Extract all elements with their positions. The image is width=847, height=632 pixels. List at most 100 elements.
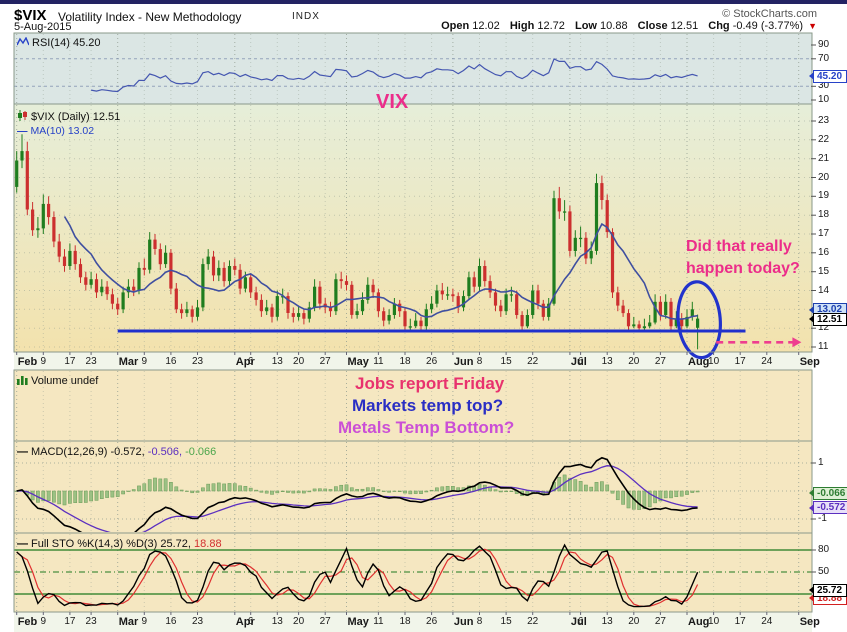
x-tick-day-label: 10 bbox=[708, 356, 720, 367]
macd-signal-value: -0.506, bbox=[147, 446, 183, 458]
sto-value-tag: 25.72 bbox=[809, 583, 847, 597]
x-tick-day-label: 9 bbox=[141, 616, 148, 627]
open-value: 12.02 bbox=[472, 20, 500, 32]
rsi-panel bbox=[14, 33, 812, 104]
x-tick-day-label: 18 bbox=[399, 616, 411, 627]
y-axis-label: -1 bbox=[818, 513, 827, 524]
x-tick-day-label: 8 bbox=[476, 616, 483, 627]
x-tick-month-label: Mar bbox=[118, 616, 139, 628]
vix-annotation: VIX bbox=[376, 91, 409, 113]
y-axis-label: 16 bbox=[818, 246, 830, 258]
x-tick-day-label: 20 bbox=[293, 616, 305, 627]
x-tick-month-label: Feb bbox=[17, 356, 38, 368]
x-tick-day-label: 16 bbox=[165, 356, 177, 367]
macd-legend: — MACD(12,26,9) -0.572, -0.506, -0.066 bbox=[17, 446, 216, 458]
ma-legend-text: MA(10) 13.02 bbox=[30, 125, 95, 137]
x-axis-labels-top: Feb 9 17 23 Mar 9 16 23 Apr 6 13 20 27 May 11 18 26 Jun 8 1… bbox=[0, 354, 847, 370]
question-line2: happen today? bbox=[686, 260, 800, 277]
x-tick-day-label: 17 bbox=[64, 616, 76, 627]
x-tick-month-label: Aug bbox=[688, 616, 710, 628]
x-tick-day-label: 22 bbox=[527, 356, 539, 367]
x-tick-day-label: 26 bbox=[426, 616, 438, 627]
rsi-legend: RSI(14) 45.20 bbox=[16, 36, 100, 50]
low-label: Low bbox=[574, 20, 597, 32]
question-annotation: Did that really happen today? bbox=[686, 236, 800, 280]
close-label: Close bbox=[637, 20, 668, 32]
sto-legend: — Full STO %K(14,3) %D(3) 25.72, 18.88 bbox=[17, 538, 222, 550]
x-tick-day-label: 23 bbox=[85, 616, 97, 627]
close-value: 12.51 bbox=[670, 20, 699, 32]
macd-hist-value: -0.066 bbox=[185, 446, 217, 458]
x-tick-day-label: 20 bbox=[628, 616, 640, 627]
x-tick-day-label: 16 bbox=[165, 616, 177, 627]
y-axis-label: 15 bbox=[818, 265, 830, 277]
y-axis-label: 17 bbox=[818, 228, 830, 239]
x-tick-month-label: May bbox=[347, 616, 369, 628]
x-tick-day-label: 23 bbox=[191, 356, 204, 367]
quote-bar: Open 12.02 High 12.72 Low 10.88 Close 12… bbox=[434, 20, 817, 32]
chart-date: 5-Aug-2015 bbox=[14, 21, 72, 33]
x-tick-month-label: Apr bbox=[235, 356, 255, 368]
x-tick-day-label: 9 bbox=[40, 356, 47, 367]
y-axis-label: 10 bbox=[818, 94, 830, 105]
exchange-label: INDX bbox=[292, 11, 320, 22]
x-tick-day-label: 15 bbox=[500, 616, 512, 627]
y-axis-label: 22 bbox=[818, 133, 830, 145]
high-label: High bbox=[509, 20, 535, 32]
sto-legend-text: Full STO %K(14,3) %D(3) 25.72, bbox=[31, 538, 191, 550]
y-axis-label: 14 bbox=[818, 284, 830, 296]
x-tick-day-label: 18 bbox=[399, 356, 411, 367]
x-tick-month-label: Mar bbox=[118, 356, 139, 368]
x-tick-month-label: Feb bbox=[17, 616, 38, 628]
x-tick-day-label: 13 bbox=[601, 356, 613, 367]
ma-legend: — MA(10) 13.02 bbox=[17, 125, 120, 137]
x-tick-day-label: 11 bbox=[373, 616, 384, 627]
top-border-bar bbox=[0, 0, 847, 4]
x-tick-month-label: Aug bbox=[688, 356, 710, 368]
x-tick-day-label: 10 bbox=[708, 616, 720, 627]
macd-legend-text: MACD(12,26,9) -0.572, bbox=[31, 446, 145, 458]
x-tick-day-label: 9 bbox=[40, 616, 47, 627]
question-line1: Did that really bbox=[686, 238, 792, 255]
x-tick-day-label: 17 bbox=[734, 356, 746, 367]
low-value: 10.88 bbox=[600, 20, 628, 32]
x-tick-day-label: 22 bbox=[527, 616, 539, 627]
y-axis-label: 23 bbox=[818, 115, 830, 126]
x-tick-day-label: 23 bbox=[85, 356, 97, 367]
x-tick-day-label: 20 bbox=[628, 356, 640, 367]
candlestick-icon bbox=[17, 110, 28, 124]
x-tick-day-label: 17 bbox=[734, 616, 746, 627]
x-tick-day-label: 20 bbox=[293, 356, 305, 367]
high-value: 12.72 bbox=[537, 20, 565, 32]
open-label: Open bbox=[441, 20, 470, 32]
volume-bars-icon bbox=[17, 374, 28, 388]
y-axis-label: 12 bbox=[818, 322, 830, 334]
x-tick-day-label: 27 bbox=[319, 616, 331, 627]
x-tick-day-label: 24 bbox=[761, 616, 773, 627]
x-tick-day-label: 6 bbox=[247, 356, 254, 367]
x-tick-month-label: Sep bbox=[799, 616, 820, 628]
macd-line-icon: — bbox=[17, 446, 28, 458]
y-axis-label: 21 bbox=[818, 152, 830, 164]
y-axis-label: 80 bbox=[818, 544, 830, 555]
x-tick-day-label: 8 bbox=[476, 356, 483, 367]
x-tick-day-label: 26 bbox=[426, 356, 438, 367]
x-tick-day-label: 9 bbox=[141, 356, 148, 367]
y-axis-label: 70 bbox=[818, 52, 830, 64]
price-legend-text: $VIX (Daily) 12.51 bbox=[31, 111, 121, 123]
y-axis-label: 50 bbox=[818, 566, 830, 577]
ma-line-icon: — bbox=[17, 125, 28, 137]
x-tick-day-label: 6 bbox=[577, 356, 584, 367]
x-tick-day-label: 17 bbox=[64, 356, 76, 367]
y-axis-label: 1 bbox=[818, 457, 824, 468]
chg-value: -0.49 (-3.77%) bbox=[732, 20, 804, 32]
x-tick-day-label: 11 bbox=[373, 356, 384, 367]
rsi-value-tag: 45.20 bbox=[809, 69, 847, 83]
x-tick-day-label: 13 bbox=[271, 616, 283, 627]
x-tick-day-label: 27 bbox=[654, 356, 666, 367]
x-tick-month-label: Sep bbox=[799, 356, 820, 368]
x-tick-day-label: 24 bbox=[761, 356, 773, 367]
macd-value-tag: -0.572 bbox=[808, 501, 847, 514]
price-legend: $VIX (Daily) 12.51 — MA(10) 13.02 bbox=[17, 110, 120, 137]
